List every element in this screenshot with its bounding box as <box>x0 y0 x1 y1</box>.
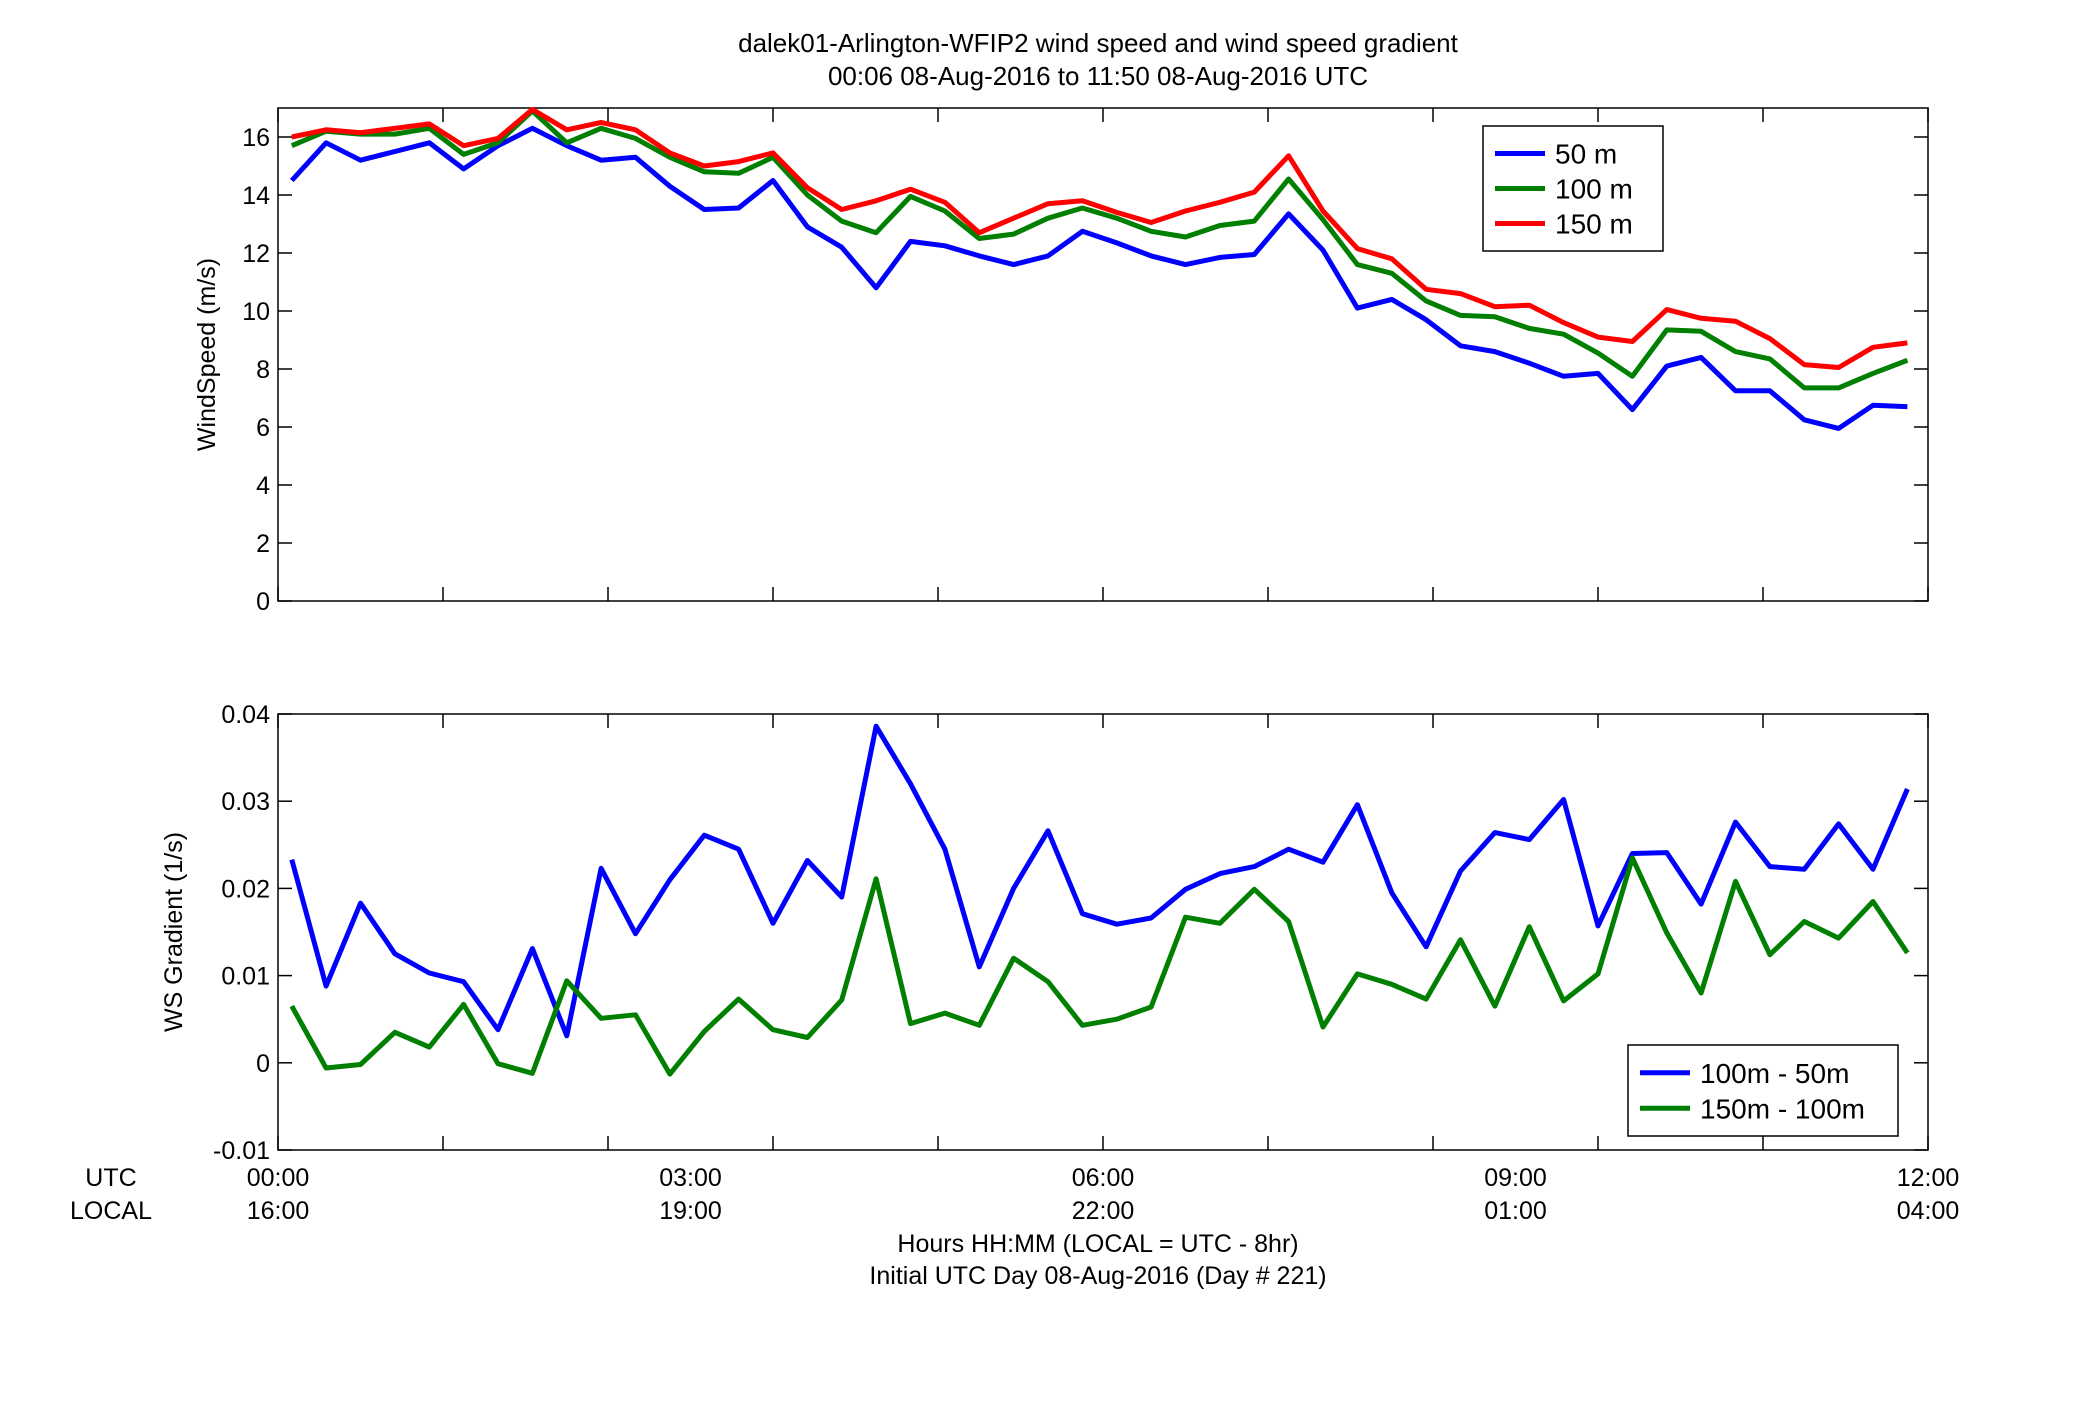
series-line-100m-50m <box>289 723 1910 1039</box>
y-tick-label: 0.04 <box>221 701 270 729</box>
x-row-label-utc: UTC <box>85 1164 136 1192</box>
x-tick-label-local: 01:00 <box>1484 1197 1547 1225</box>
x-tick-label-utc: 03:00 <box>659 1164 722 1192</box>
y-tick-label: 0.01 <box>221 963 270 991</box>
y-axis-label: WS Gradient (1/s) <box>160 832 188 1032</box>
series-line-50m <box>289 125 1908 431</box>
y-tick-label: 0 <box>256 1050 270 1078</box>
legend-label: 100 m <box>1555 174 1633 205</box>
y-tick-label: 0.02 <box>221 875 270 903</box>
legend-label: 150 m <box>1555 209 1633 240</box>
legend-label: 100m - 50m <box>1700 1058 1849 1089</box>
y-tick-label: 0 <box>256 588 270 616</box>
series-line-150m <box>291 106 1908 370</box>
x-tick-label-utc: 06:00 <box>1072 1164 1135 1192</box>
y-tick-label: 0.03 <box>221 788 270 816</box>
y-tick-label: -0.01 <box>213 1137 270 1165</box>
wind-speed-panel: 0 2 4 6 8 10 12 14 16 WindSpeed (m/s) 50 m 100 m 150… <box>193 106 1929 616</box>
y-tick-label: 4 <box>256 472 270 500</box>
legend-box <box>1627 1044 1899 1137</box>
y-tick-label: 10 <box>242 298 270 326</box>
y-tick-label: 14 <box>242 182 270 210</box>
x-axis-label-line2: Initial UTC Day 08-Aug-2016 (Day # 221) <box>869 1262 1326 1290</box>
y-tick-label: 12 <box>242 240 270 268</box>
x-tick-label-local: 22:00 <box>1072 1197 1135 1225</box>
legend-label: 150m - 100m <box>1700 1093 1865 1124</box>
x-tick-label-utc: 09:00 <box>1484 1164 1547 1192</box>
plot-frame <box>277 107 1929 602</box>
chart-title-line2: 00:06 08-Aug-2016 to 11:50 08-Aug-2016 U… <box>828 61 1368 91</box>
y-tick-label: 2 <box>256 530 270 558</box>
wind-gradient-panel: -0.01 0 0.01 0.02 0.03 0.04 WS Gradient (1/s) 1… <box>160 701 1929 1165</box>
x-tick-label-local: 04:00 <box>1897 1197 1960 1225</box>
x-tick-label-local: 19:00 <box>659 1197 722 1225</box>
y-tick-label: 8 <box>256 356 270 384</box>
x-tick-label-utc: 12:00 <box>1897 1164 1960 1192</box>
legend-label: 50 m <box>1555 139 1617 170</box>
x-tick-label-utc: 00:00 <box>247 1164 310 1192</box>
series-line-150m-100m <box>289 855 1910 1077</box>
x-axis-label-line1: Hours HH:MM (LOCAL = UTC - 8hr) <box>897 1230 1298 1258</box>
y-axis-label: WindSpeed (m/s) <box>193 258 221 451</box>
x-tick-label-local: 16:00 <box>247 1197 310 1225</box>
chart-title-line1: dalek01-Arlington-WFIP2 wind speed and w… <box>738 28 1459 58</box>
y-tick-label: 6 <box>256 414 270 442</box>
x-row-label-local: LOCAL <box>70 1197 152 1225</box>
series-line-100m <box>290 108 1909 391</box>
x-tick-labels: 00:00 16:00 03:00 19:00 06:00 22:00 09:00 01:00… <box>247 1164 1960 1225</box>
y-tick-label: 16 <box>242 124 270 152</box>
